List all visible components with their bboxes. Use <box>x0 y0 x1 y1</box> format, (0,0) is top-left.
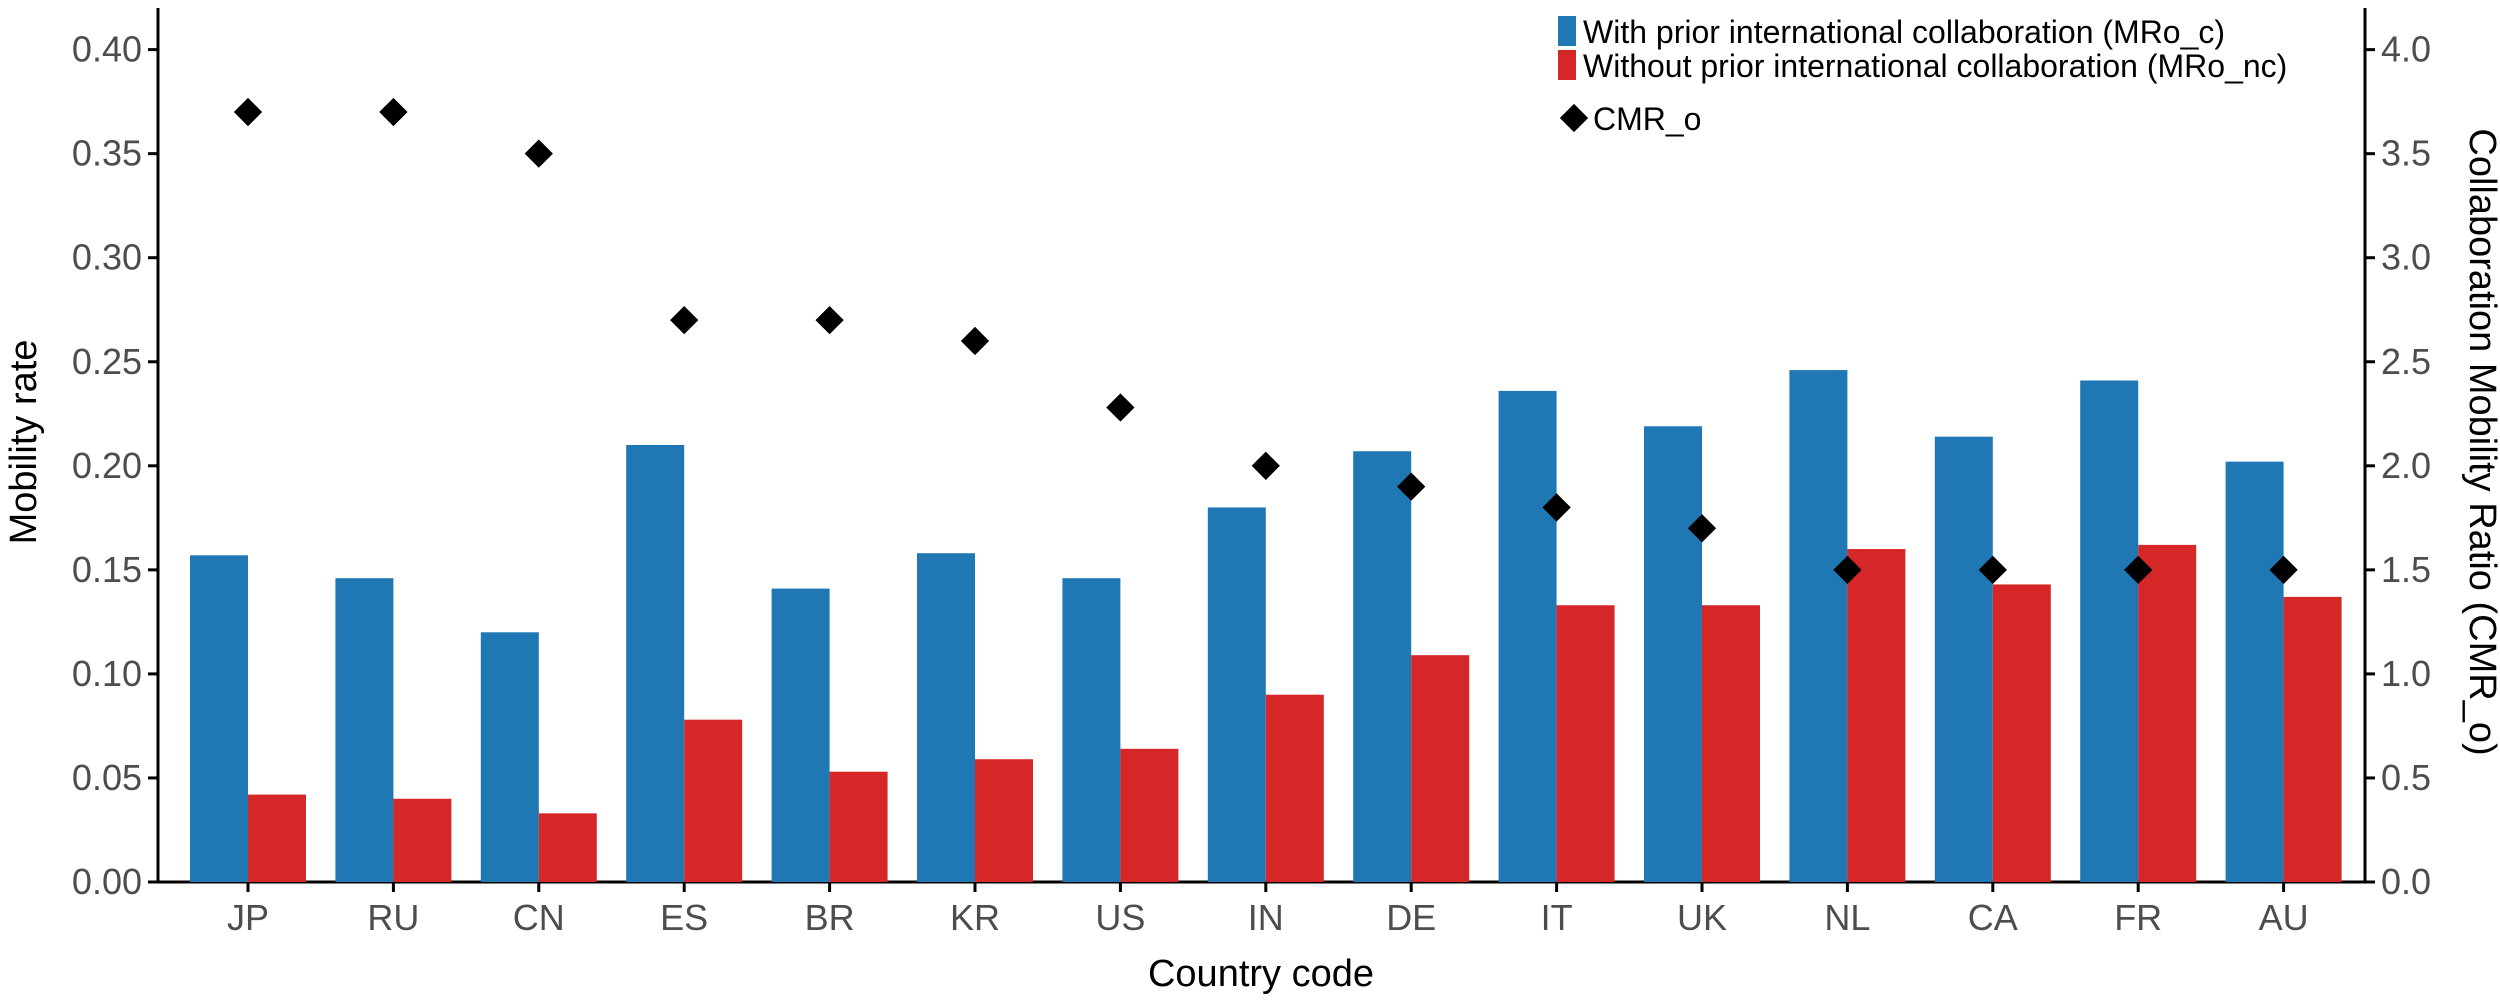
cmr-marker-au <box>2269 555 2298 584</box>
y2-axis-title: Collaboration Mobility Ratio (CMR_o) <box>2461 128 2500 755</box>
y-tick-label: 0.05 <box>72 757 142 798</box>
x-tick-label-kr: KR <box>950 897 1000 938</box>
y-tick-labels: 0.00 0.05 0.10 0.15 0.20 0.25 0.30 0.35 0.40 <box>72 29 142 902</box>
bar-mro-c-jp <box>190 555 248 882</box>
bar-mro-nc-ca <box>1992 584 2051 882</box>
x-tick-label-es: ES <box>660 897 708 938</box>
x-tick-label-jp: JP <box>227 897 269 938</box>
y-tick-label: 0.00 <box>72 861 142 902</box>
bar-mro-nc-in <box>1265 694 1324 882</box>
cmr-marker-jp <box>233 97 263 127</box>
legend-label-mro-nc: Without prior international collaboratio… <box>1583 48 2287 84</box>
bar-mro-c-it <box>1498 390 1557 882</box>
bar-mro-nc-jp <box>248 794 306 882</box>
bar-mro-nc-fr <box>2138 544 2197 882</box>
y2-tick-label: 1.5 <box>2381 549 2431 590</box>
bar-mro-nc-ru <box>393 798 452 882</box>
cmr-marker-br <box>815 306 844 335</box>
bar-mro-c-de <box>1353 451 1412 882</box>
cmr-marker-uk <box>1687 514 1717 543</box>
y2-tick-label: 0.5 <box>2381 757 2431 798</box>
cmr-marker-nl <box>1833 555 1862 584</box>
x-tick-label-de: DE <box>1386 897 1436 938</box>
x-tick-label-it: IT <box>1541 897 1573 938</box>
bar-mro-c-br <box>771 588 830 882</box>
x-tick-label-br: BR <box>805 897 855 938</box>
legend-label-mro-c: With prior international collaboration (… <box>1583 14 2225 50</box>
bar-mro-c-es <box>626 445 685 882</box>
y2-tick-labels: 0.0 0.5 1.0 1.5 2.0 2.5 3.0 3.5 4.0 <box>2381 29 2431 902</box>
bars <box>190 370 2342 882</box>
cmr-marker-ru <box>379 97 408 127</box>
y-axis-title: Mobility rate <box>3 340 45 545</box>
legend-swatch-mro-nc <box>1558 50 1576 80</box>
y2-tick-label: 3.5 <box>2381 133 2431 174</box>
y-tick-label: 0.30 <box>72 237 142 278</box>
bar-mro-nc-es <box>684 719 743 882</box>
bar-mro-c-ru <box>335 578 394 882</box>
y2-tick-label: 2.5 <box>2381 341 2431 382</box>
x-tick-label-fr: FR <box>2114 897 2162 938</box>
bar-mro-c-fr <box>2080 380 2139 882</box>
cmr-marker-es <box>670 306 699 335</box>
bar-mro-nc-nl <box>1847 549 1906 882</box>
bar-mro-nc-it <box>1556 605 1615 882</box>
bar-mro-c-nl <box>1789 370 1848 882</box>
bar-mro-nc-de <box>1411 655 1470 882</box>
bar-mro-nc-au <box>2283 596 2342 882</box>
y-tick-label: 0.20 <box>72 445 142 486</box>
cmr-marker-us <box>1106 393 1135 422</box>
y-tick-label: 0.15 <box>72 549 142 590</box>
x-tick-label-ru: RU <box>367 897 419 938</box>
x-tick-label-au: AU <box>2259 897 2309 938</box>
bar-mro-c-ca <box>1934 436 1993 882</box>
cmr-marker-de <box>1397 472 1426 501</box>
bar-mro-c-kr <box>917 553 975 882</box>
y2-tick-label: 2.0 <box>2381 445 2431 486</box>
bar-mro-c-in <box>1207 507 1266 882</box>
x-tick-label-nl: NL <box>1824 897 1870 938</box>
bar-mro-nc-kr <box>975 759 1033 882</box>
legend: With prior international collaboration (… <box>1558 14 2287 137</box>
cmr-marker-kr <box>960 326 990 356</box>
cmr-marker-in <box>1251 451 1280 480</box>
y-tick-label: 0.25 <box>72 341 142 382</box>
y2-tick-label: 3.0 <box>2381 237 2431 278</box>
x-tick-labels: JP RU CN ES BR KR US IN DE IT UK NL CA FR AU <box>227 897 2309 938</box>
y-tick-label: 0.35 <box>72 133 142 174</box>
bar-mro-c-uk <box>1644 426 1702 882</box>
bar-mro-nc-br <box>829 771 888 882</box>
x-tick-label-uk: UK <box>1677 897 1727 938</box>
legend-marker-cmr <box>1559 103 1589 133</box>
legend-label-cmr: CMR_o <box>1593 101 1701 137</box>
y2-tick-label: 1.0 <box>2381 653 2431 694</box>
bar-mro-nc-uk <box>1702 605 1760 882</box>
x-tick-label-us: US <box>1095 897 1145 938</box>
bar-mro-nc-cn <box>538 813 597 882</box>
cmr-marker-fr <box>2124 555 2153 584</box>
x-tick-label-cn: CN <box>513 897 565 938</box>
y2-tick-label: 0.0 <box>2381 861 2431 902</box>
x-tick-label-in: IN <box>1248 897 1284 938</box>
cmr-marker-cn <box>524 139 553 168</box>
cmr-marker-ca <box>1978 555 2007 584</box>
bar-mro-c-cn <box>480 632 539 882</box>
bar-mro-c-au <box>2225 461 2284 882</box>
y-tick-label: 0.10 <box>72 653 142 694</box>
cmr-marker-it <box>1542 493 1571 522</box>
x-tick-label-ca: CA <box>1968 897 2018 938</box>
legend-swatch-mro-c <box>1558 16 1576 46</box>
bar-mro-c-us <box>1062 578 1121 882</box>
y2-tick-label: 4.0 <box>2381 29 2431 70</box>
x-axis-title: Country code <box>1148 953 1374 995</box>
bar-mro-nc-us <box>1120 748 1179 882</box>
y-tick-label: 0.40 <box>72 29 142 70</box>
